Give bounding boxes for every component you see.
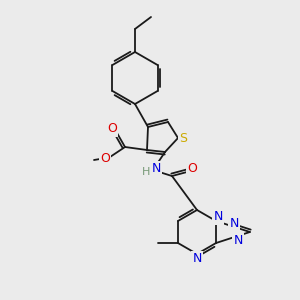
Text: O: O bbox=[107, 122, 117, 136]
Text: O: O bbox=[100, 152, 110, 164]
Text: N: N bbox=[233, 234, 243, 247]
Text: N: N bbox=[151, 161, 161, 175]
Text: N: N bbox=[229, 217, 239, 230]
Text: N: N bbox=[192, 251, 202, 265]
Text: N: N bbox=[213, 211, 223, 224]
Text: S: S bbox=[179, 131, 187, 145]
Text: H: H bbox=[142, 167, 150, 177]
Text: O: O bbox=[187, 163, 197, 176]
